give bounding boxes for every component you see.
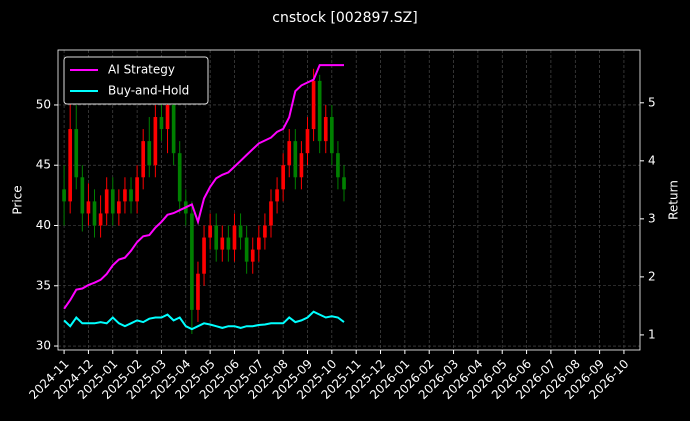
candle-body bbox=[244, 237, 249, 262]
y-tick-label: 50 bbox=[36, 97, 51, 111]
candle-body bbox=[62, 189, 66, 202]
candle-body bbox=[226, 237, 231, 250]
y2-tick-label: 1 bbox=[648, 327, 656, 341]
candle-body bbox=[80, 177, 85, 214]
legend-box bbox=[63, 56, 209, 105]
candle-body bbox=[287, 141, 292, 166]
candle-body bbox=[317, 80, 322, 142]
candle-body bbox=[311, 80, 316, 130]
candle-body bbox=[196, 273, 200, 310]
y2-tick-label: 5 bbox=[648, 95, 656, 109]
candle-body bbox=[269, 201, 273, 226]
y-tick-label: 35 bbox=[36, 278, 51, 292]
legend-label: Buy-and-Hold bbox=[108, 84, 189, 98]
candle-body bbox=[238, 225, 243, 238]
candle-body bbox=[281, 165, 285, 190]
y-axis-label: Price bbox=[11, 185, 25, 214]
candle-body bbox=[177, 153, 182, 202]
candle-body bbox=[153, 117, 158, 166]
candle-body bbox=[293, 141, 298, 178]
y2-tick-label: 2 bbox=[648, 269, 656, 283]
candle-body bbox=[202, 237, 206, 274]
candle-body bbox=[220, 237, 225, 250]
candle-body bbox=[74, 129, 79, 178]
candle-body bbox=[68, 129, 72, 202]
y-tick-label: 45 bbox=[36, 158, 51, 172]
candle-body bbox=[92, 201, 97, 226]
plot-frame bbox=[57, 49, 641, 351]
candle-body bbox=[275, 189, 279, 202]
candle-body bbox=[129, 189, 133, 202]
chart-title: cnstock [002897.SZ] bbox=[272, 10, 417, 26]
candle-body bbox=[159, 117, 164, 130]
y2-tick-label: 3 bbox=[648, 211, 656, 225]
candle-body bbox=[123, 189, 127, 202]
candle-body bbox=[305, 129, 310, 154]
candle-body bbox=[98, 213, 103, 226]
candle-body bbox=[232, 225, 237, 250]
return-line bbox=[63, 64, 344, 310]
y-tick-label: 40 bbox=[36, 218, 51, 232]
candle-body bbox=[104, 189, 109, 214]
candle-body bbox=[336, 153, 340, 178]
candle-body bbox=[135, 177, 139, 202]
candle-body bbox=[330, 117, 334, 154]
candle-body bbox=[263, 225, 267, 238]
candle-body bbox=[250, 249, 255, 262]
legend-label: AI Strategy bbox=[108, 63, 175, 77]
candle-body bbox=[214, 225, 219, 250]
y2-axis-label: Return bbox=[667, 180, 681, 220]
candle-body bbox=[171, 104, 176, 154]
candle-body bbox=[110, 189, 115, 214]
candle-body bbox=[323, 117, 328, 142]
y-tick-label: 30 bbox=[36, 339, 51, 353]
candle-body bbox=[147, 141, 152, 166]
candle-body bbox=[208, 225, 212, 238]
candle-body bbox=[165, 104, 170, 130]
candle-body bbox=[190, 213, 194, 310]
candle-body bbox=[256, 237, 261, 250]
candle-body bbox=[342, 177, 346, 190]
y2-tick-label: 4 bbox=[648, 153, 656, 167]
return-line bbox=[63, 310, 345, 331]
candle-body bbox=[299, 153, 304, 178]
candle-body bbox=[117, 201, 121, 214]
candle-body bbox=[141, 141, 146, 178]
candle-body bbox=[86, 201, 91, 214]
